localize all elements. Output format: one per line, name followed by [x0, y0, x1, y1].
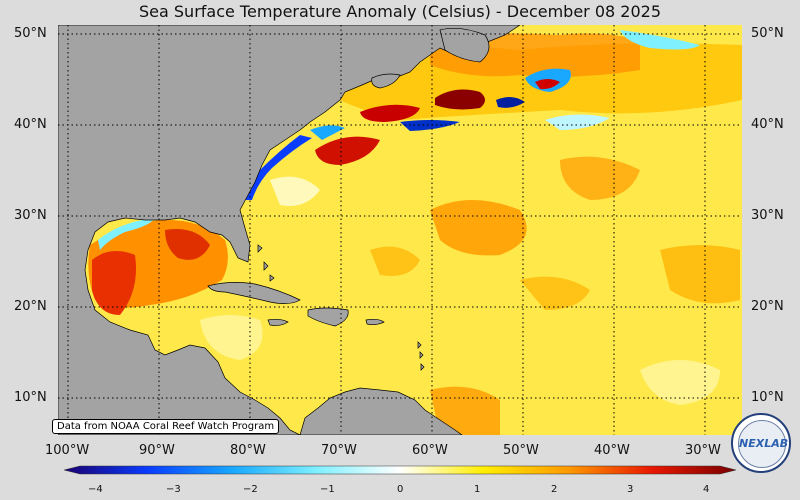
- lat-label-left-30n: 30°N: [14, 208, 47, 223]
- globe-icon: NEXLAB: [738, 420, 789, 468]
- data-credit-box: Data from NOAA Coral Reef Watch Program: [52, 419, 280, 434]
- map-area: [58, 25, 742, 435]
- lon-label-100w: 100°W: [45, 443, 90, 458]
- colorbar-tick: −1: [320, 484, 335, 495]
- lat-label-left-40n: 40°N: [14, 117, 47, 132]
- lon-label-50w: 50°W: [503, 443, 539, 458]
- lon-label-60w: 60°W: [412, 443, 448, 458]
- lon-label-30w: 30°W: [685, 443, 721, 458]
- lon-label-90w: 90°W: [139, 443, 175, 458]
- lon-label-40w: 40°W: [594, 443, 630, 458]
- colorbar-tick: −2: [243, 484, 258, 495]
- colorbar-tick: −3: [166, 484, 181, 495]
- colorbar-tick: 2: [551, 484, 558, 495]
- lat-label-right-50n: 50°N: [751, 26, 784, 41]
- lon-label-80w: 80°W: [230, 443, 266, 458]
- map-title: Sea Surface Temperature Anomaly (Celsius…: [139, 2, 661, 21]
- lat-label-right-10n: 10°N: [751, 390, 784, 405]
- colorbar-tick: 3: [627, 484, 634, 495]
- colorbar-tick: 1: [474, 484, 481, 495]
- lat-label-right-40n: 40°N: [751, 117, 784, 132]
- lon-label-70w: 70°W: [321, 443, 357, 458]
- land-masses: [58, 25, 521, 435]
- nexlab-logo[interactable]: NEXLAB: [731, 413, 791, 473]
- logo-text: NEXLAB: [739, 437, 789, 450]
- lat-label-right-20n: 20°N: [751, 299, 784, 314]
- gridlines: [58, 25, 742, 435]
- lat-label-left-50n: 50°N: [14, 26, 47, 41]
- lat-label-right-30n: 30°N: [751, 208, 784, 223]
- anomaly-patches: [58, 30, 742, 435]
- colorbar-tick: 4: [703, 484, 710, 495]
- lat-label-left-10n: 10°N: [14, 390, 47, 405]
- colorbar: [63, 465, 737, 475]
- colorbar-tick: −4: [88, 484, 103, 495]
- colorbar-tick: 0: [397, 484, 404, 495]
- lat-label-left-20n: 20°N: [14, 299, 47, 314]
